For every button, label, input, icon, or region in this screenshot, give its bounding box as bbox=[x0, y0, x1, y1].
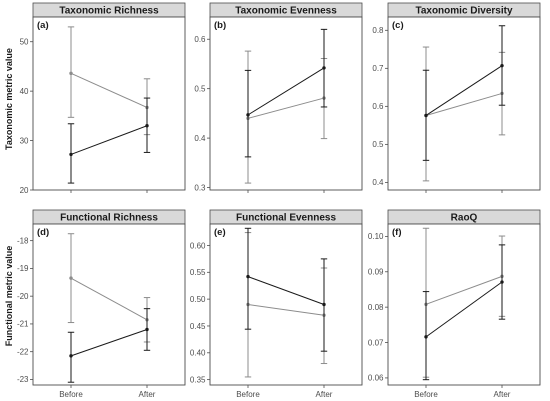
series-dark bbox=[67, 308, 151, 383]
series-line bbox=[425, 275, 503, 305]
y-tick-label: 0.45 bbox=[190, 322, 206, 331]
y-tick-label: 50 bbox=[20, 38, 29, 47]
series-line bbox=[70, 329, 148, 357]
data-point bbox=[322, 66, 326, 70]
y-tick-label: 0.07 bbox=[368, 338, 384, 347]
data-point bbox=[69, 71, 73, 76]
panel-label: (c) bbox=[392, 20, 404, 31]
y-tick-label: -21 bbox=[17, 320, 29, 329]
panel-title: Taxonomic Diversity bbox=[415, 6, 513, 17]
panel-title: RaoQ bbox=[451, 213, 478, 224]
series-dark bbox=[422, 25, 506, 161]
chart-panel: RaoQ 0.06 0.07 0.08 0.09 0.10 Before After (f) bbox=[368, 209, 541, 399]
panel-frame bbox=[209, 16, 363, 191]
panel-title: Taxonomic Evenness bbox=[235, 6, 337, 17]
chart-panel: Functional Evenness 0.35 0.40 0.45 0.50 0.55 0… bbox=[190, 209, 363, 399]
data-point bbox=[69, 152, 73, 157]
chart-panel: Taxonomic Richness 20 30 40 50 (a) bbox=[20, 2, 186, 195]
data-point bbox=[69, 276, 73, 280]
y-tick-label: 40 bbox=[20, 87, 29, 96]
data-point bbox=[145, 124, 149, 128]
series-line bbox=[70, 277, 148, 321]
chart-panel: Functional Richness -23 -22 -21 -20 -19 -18 Bef… bbox=[17, 209, 186, 399]
y-tick-label: 20 bbox=[20, 186, 29, 195]
series-line bbox=[247, 97, 325, 119]
x-tick-label: After bbox=[139, 390, 156, 399]
y-tick-label: 0.60 bbox=[190, 241, 206, 250]
data-point bbox=[500, 63, 504, 68]
series-line bbox=[425, 281, 503, 338]
data-point bbox=[145, 327, 149, 332]
data-point bbox=[246, 274, 250, 279]
panel-title: Functional Evenness bbox=[236, 213, 336, 224]
panel-label: (f) bbox=[392, 227, 402, 238]
panel-frame bbox=[32, 16, 186, 191]
data-point bbox=[424, 335, 428, 339]
series-dark bbox=[244, 227, 328, 352]
y-tick-label: 0.5 bbox=[194, 84, 206, 93]
x-tick-label: After bbox=[494, 390, 511, 399]
y-tick-label: -18 bbox=[17, 236, 29, 245]
data-point bbox=[424, 113, 428, 118]
series-line bbox=[70, 72, 148, 108]
x-tick-label: Before bbox=[59, 390, 83, 399]
y-tick-label: 0.6 bbox=[194, 35, 206, 44]
y-tick-label: 0.35 bbox=[190, 375, 206, 384]
y-tick-label: 0.8 bbox=[372, 26, 384, 35]
panel-title: Functional Richness bbox=[60, 213, 158, 224]
y-tick-label: -22 bbox=[17, 347, 29, 356]
series-line bbox=[247, 304, 325, 316]
chart-panel: Taxonomic Evenness 0.3 0.4 0.5 0.6 (b) bbox=[194, 2, 363, 193]
y-tick-label: 0.06 bbox=[368, 374, 384, 383]
y-tick-label: 0.55 bbox=[190, 268, 206, 277]
y-tick-label: 0.3 bbox=[194, 183, 206, 192]
panel-label: (b) bbox=[214, 20, 226, 31]
series-line bbox=[425, 92, 503, 116]
data-point bbox=[322, 302, 326, 307]
data-point bbox=[246, 113, 250, 117]
series-dark bbox=[244, 28, 328, 158]
panel-label: (a) bbox=[37, 20, 49, 31]
panel-title: Taxonomic Richness bbox=[59, 6, 159, 17]
chart-panel: Taxonomic Diversity 0.4 0.5 0.6 0.7 0.8 (c) bbox=[372, 2, 541, 193]
series-light bbox=[67, 233, 151, 343]
series-dark bbox=[67, 97, 151, 184]
y-tick-label: 0.09 bbox=[368, 268, 384, 277]
panel-frame bbox=[387, 16, 541, 191]
series-line bbox=[247, 67, 325, 116]
x-tick-label: Before bbox=[414, 390, 438, 399]
panel-label: (e) bbox=[214, 227, 226, 238]
x-tick-label: After bbox=[316, 390, 333, 399]
y-tick-label: 0.6 bbox=[372, 102, 384, 111]
panel-frame bbox=[32, 223, 186, 386]
y-axis-label-top: Taxonomic metric value bbox=[4, 48, 14, 150]
series-line bbox=[425, 65, 503, 116]
y-axis-label-bottom: Functional metric value bbox=[4, 246, 14, 347]
y-tick-label: 0.5 bbox=[372, 140, 384, 149]
panel-label: (d) bbox=[37, 227, 49, 238]
y-tick-label: 0.4 bbox=[194, 134, 206, 143]
y-tick-label: 0.10 bbox=[368, 232, 384, 241]
series-line bbox=[70, 125, 148, 155]
y-tick-label: 0.40 bbox=[190, 349, 206, 358]
y-tick-label: -20 bbox=[17, 292, 29, 301]
y-tick-label: -19 bbox=[17, 264, 29, 273]
y-tick-label: 30 bbox=[20, 136, 29, 145]
series-dark bbox=[422, 244, 506, 381]
y-tick-label: 0.7 bbox=[372, 64, 384, 73]
y-tick-label: 0.4 bbox=[372, 178, 384, 187]
data-point bbox=[69, 354, 73, 358]
series-line bbox=[247, 276, 325, 305]
panel-frame bbox=[387, 223, 541, 386]
panel-frame bbox=[209, 223, 363, 386]
y-tick-label: 0.50 bbox=[190, 295, 206, 304]
panels-grid: Taxonomic Richness 20 30 40 50 (a) Taxonomic E… bbox=[17, 2, 541, 399]
data-point bbox=[500, 280, 504, 284]
y-tick-label: -23 bbox=[17, 375, 29, 384]
y-tick-label: 0.08 bbox=[368, 303, 384, 312]
x-tick-label: Before bbox=[236, 390, 260, 399]
